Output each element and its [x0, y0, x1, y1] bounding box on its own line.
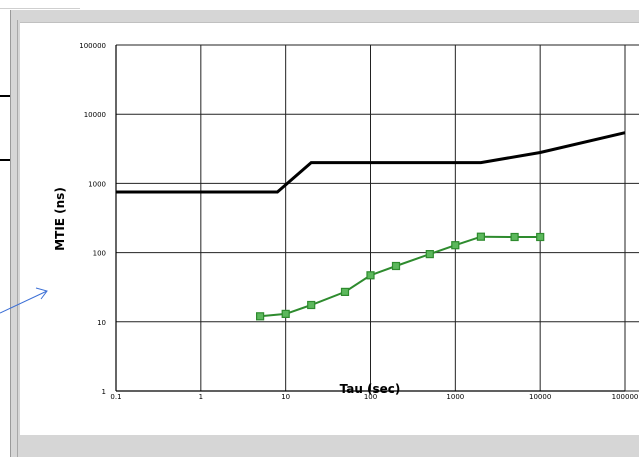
grid-lines: [115, 44, 639, 392]
data-point: [340, 287, 350, 296]
y-tick-label: 100000: [79, 42, 106, 50]
x-tick-label: 0.1: [110, 393, 121, 401]
tick-labels: 1 10 100 1000 10000 100000 0.1 1 10 100 1000 10000 1…: [79, 42, 638, 401]
series-line: [116, 131, 626, 194]
y-tick-label: 10: [97, 319, 106, 327]
window-inner-border: [17, 20, 18, 457]
x-axis-title: Tau (sec): [340, 382, 401, 396]
series-line: [260, 235, 541, 318]
y-tick-label: 1000: [88, 180, 106, 188]
data-point: [391, 261, 401, 271]
background-rule: [0, 8, 80, 9]
annotation-arrow: [0, 287, 48, 314]
y-tick-label: 10000: [84, 111, 106, 119]
data-point: [510, 232, 519, 242]
data-point: [256, 312, 265, 321]
data-point: [307, 300, 316, 310]
chart-panel: [20, 22, 639, 435]
data-point: [281, 309, 290, 318]
x-tick-label: 10: [281, 393, 290, 401]
x-tick-label: 1000: [446, 393, 464, 401]
x-tick-label: 100: [364, 393, 377, 401]
data-point: [476, 232, 485, 241]
x-tick-label: 1: [199, 393, 203, 401]
x-tick-label: 10000: [529, 393, 551, 401]
y-axis-title: MTIE (ns): [53, 187, 67, 251]
x-tick-label: 100000: [612, 393, 639, 401]
data-point: [451, 241, 460, 250]
data-point: [425, 250, 434, 259]
y-tick-label: 100: [93, 250, 106, 258]
data-point: [536, 232, 545, 242]
series-layer: [116, 131, 626, 321]
data-point: [366, 271, 375, 280]
y-tick-label: 1: [102, 388, 106, 396]
